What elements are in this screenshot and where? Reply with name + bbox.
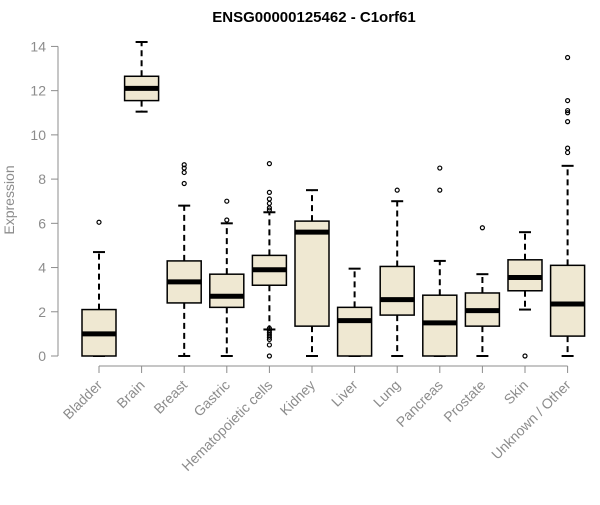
outlier-point (564, 119, 571, 125)
outlier-point (564, 97, 571, 104)
outlier-point (522, 353, 528, 359)
x-tick-label: Brain (113, 377, 147, 411)
outlier-point (479, 225, 485, 231)
outlier-point (181, 162, 187, 168)
outlier-point (266, 189, 272, 195)
outlier-point (437, 187, 443, 193)
box-iqr (294, 220, 330, 327)
box-liver (336, 267, 373, 357)
outlier-point (181, 180, 187, 187)
y-tick-label: 6 (38, 215, 46, 231)
outlier-point (394, 187, 400, 193)
box-pancreas (422, 165, 458, 357)
outlier-point (266, 327, 272, 334)
box-iqr (549, 264, 586, 337)
outlier-point (224, 198, 230, 204)
outlier-point (564, 54, 571, 61)
outlier-point (266, 200, 272, 207)
x-tick-label: Bladder (60, 377, 106, 423)
outlier-point (266, 342, 272, 348)
x-tick-label: Gastric (190, 377, 233, 420)
y-tick-label: 10 (30, 127, 46, 143)
outlier-point (224, 217, 230, 223)
box-brain (123, 41, 160, 113)
box-iqr (379, 265, 415, 316)
y-tick-label: 14 (30, 38, 46, 54)
outlier-point (266, 207, 272, 213)
x-tick-label: Prostate (440, 377, 488, 425)
x-tick-label: Kidney (277, 377, 319, 419)
outlier-point (266, 196, 272, 202)
box-iqr (209, 273, 245, 309)
x-tick-label: Pancreas (393, 377, 446, 430)
outlier-point (96, 219, 102, 225)
x-tick-label: Breast (150, 377, 190, 417)
box-breast (166, 162, 202, 357)
x-tick-label: Lung (370, 377, 403, 410)
outlier-point (181, 169, 187, 176)
outlier-point (181, 165, 187, 171)
y-tick-label: 8 (38, 171, 46, 187)
x-tick-label: Unknown / Other (488, 377, 574, 463)
outlier-point (564, 145, 571, 151)
x-tick-label: Skin (501, 377, 532, 408)
box-unknown-other (549, 54, 586, 357)
outlier-point (564, 110, 571, 116)
y-axis-label: Expression (1, 165, 17, 234)
y-tick-label: 0 (38, 348, 46, 364)
box-iqr (336, 306, 373, 357)
boxes (81, 41, 586, 359)
chart-title: ENSG00000125462 - C1orf61 (212, 9, 415, 26)
y-tick-label: 2 (38, 304, 46, 320)
box-skin (507, 231, 543, 359)
outlier-point (266, 325, 272, 331)
outlier-point (266, 353, 272, 359)
box-gastric (209, 198, 245, 357)
box-hematopoietic-cells (251, 161, 288, 359)
outlier-point (564, 107, 571, 114)
box-iqr (422, 294, 458, 357)
box-kidney (294, 189, 330, 357)
outlier-point (266, 161, 272, 167)
x-tick-label: Liver (328, 377, 361, 410)
box-prostate (464, 225, 501, 357)
outlier-point (564, 149, 571, 156)
y-tick-label: 4 (38, 260, 46, 276)
box-lung (379, 187, 415, 357)
box-bladder (81, 219, 117, 357)
outlier-point (437, 165, 443, 171)
y-tick-label: 12 (30, 83, 46, 99)
